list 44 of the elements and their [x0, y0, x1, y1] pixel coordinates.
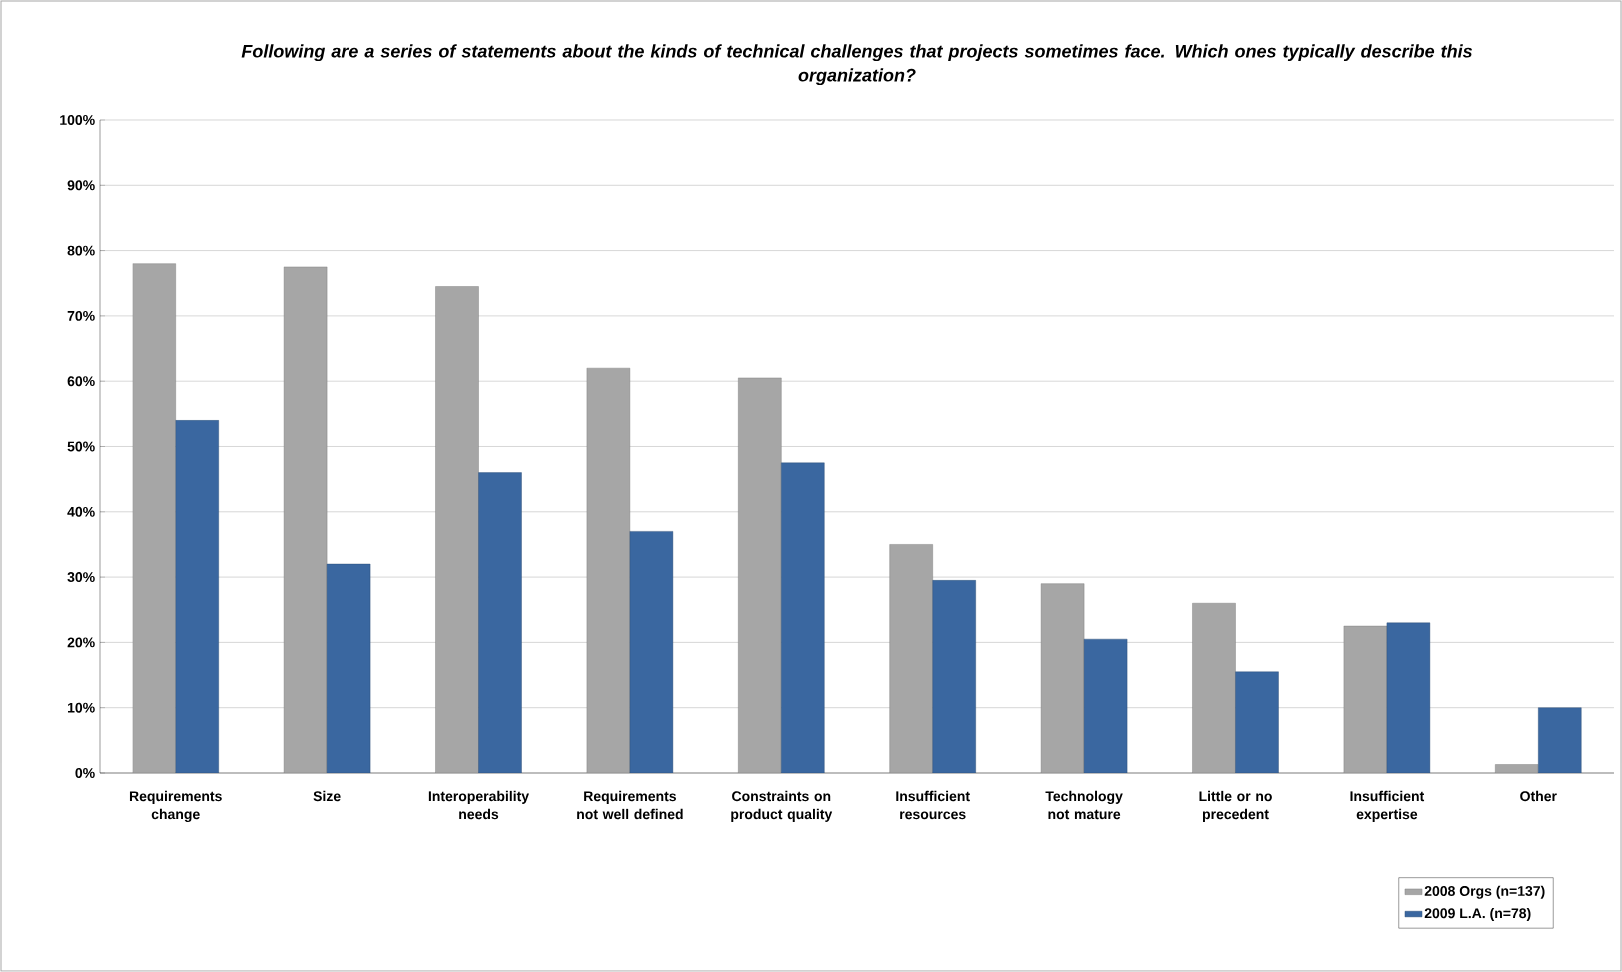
y-tick-label: 20%	[67, 637, 95, 648]
bar	[1235, 671, 1279, 773]
bar	[1083, 638, 1128, 773]
y-tick-label: 80%	[67, 245, 95, 256]
bar	[1538, 707, 1582, 773]
bar	[175, 420, 219, 773]
bar	[1192, 603, 1236, 773]
bar	[478, 472, 522, 773]
y-tick-label: 0%	[75, 768, 95, 778]
bar	[629, 531, 674, 773]
bar	[1343, 625, 1388, 773]
x-tick-label: Interoperability needs	[428, 790, 529, 820]
y-tick-label: 40%	[67, 506, 95, 517]
bar	[586, 367, 631, 773]
y-tick-label: 30%	[67, 572, 95, 583]
bar	[932, 580, 976, 773]
x-tick-label: Other	[1520, 790, 1557, 802]
x-tick-label: Requirements change	[129, 790, 222, 822]
y-tick-label: 50%	[67, 441, 95, 452]
bar	[889, 544, 933, 773]
bar	[326, 563, 371, 773]
bar	[1040, 583, 1085, 773]
bar	[435, 286, 479, 773]
y-tick-label: 100%	[60, 115, 95, 125]
bar	[283, 266, 328, 773]
x-tick-label: Insufficient expertise	[1350, 790, 1425, 822]
bar	[132, 263, 176, 773]
x-tick-label: Requirements not well defined	[577, 790, 683, 820]
x-tick-label: Technology not mature	[1045, 790, 1123, 820]
y-tick-label: 70%	[67, 310, 95, 321]
bar	[738, 377, 782, 773]
legend-label: 2009 L.A. (n=78)	[1424, 907, 1531, 921]
x-tick-label: Constraints on product quality	[731, 790, 833, 822]
x-tick-label: Little or no precedent	[1199, 790, 1272, 822]
legend-label: 2008 Orgs (n=137)	[1424, 885, 1545, 899]
y-tick-label: 10%	[67, 702, 95, 713]
x-tick-label: Size	[313, 790, 341, 802]
bar	[781, 462, 825, 773]
y-tick-label: 60%	[67, 376, 95, 387]
y-tick-label: 90%	[67, 180, 95, 191]
chart-title: Following are a series of statements about the kinds of technical challenges that projects sometimes face. Which ones typically describe this organization?	[241, 44, 1473, 86]
bar	[1495, 764, 1539, 773]
x-tick-label: Insufficient resources	[896, 790, 970, 820]
bar	[1386, 622, 1431, 773]
